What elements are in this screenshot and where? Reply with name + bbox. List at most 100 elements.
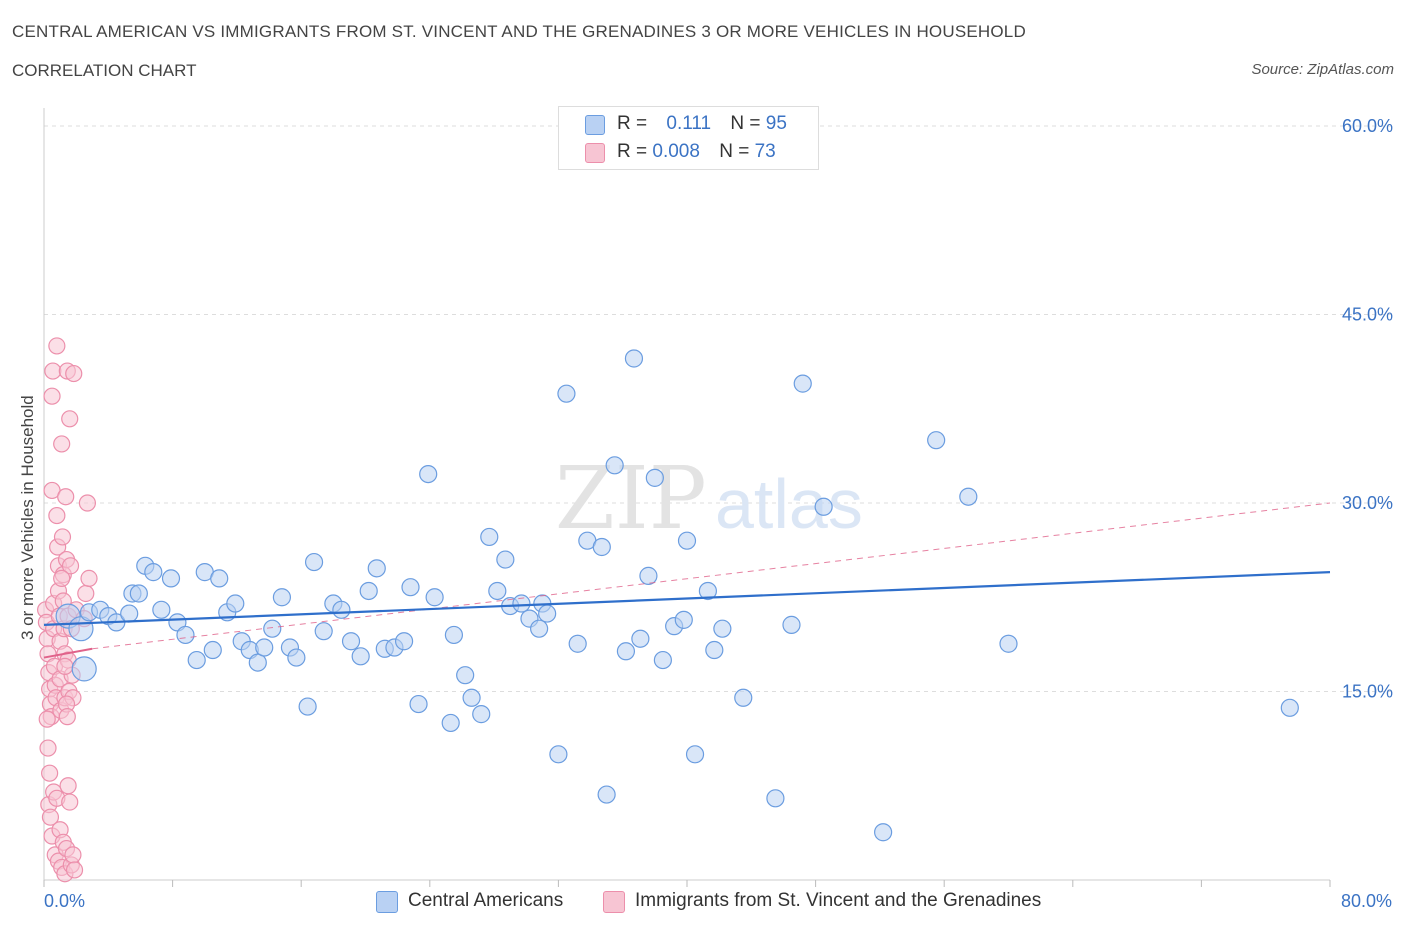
data-point-central-american [176, 625, 195, 645]
data-point-central-american [480, 527, 499, 547]
blue-swatch-icon [585, 115, 605, 135]
data-point-central-american [538, 604, 557, 623]
stats-legend: R = 0.111 N = 95 R = 0.008 N = 73 [558, 106, 819, 170]
data-point-central-american [394, 632, 414, 651]
data-point-central-american [631, 629, 650, 648]
r-label: R = [617, 113, 648, 134]
y-tick-label: 45.0% [1342, 305, 1393, 325]
legend-label: Immigrants from St. Vincent and the Gren… [635, 890, 1042, 911]
data-point-central-american [874, 823, 893, 842]
data-point-central-american [314, 622, 333, 641]
data-point-central-american [677, 531, 697, 550]
x-tick-label-max: 80.0% [1340, 891, 1392, 911]
watermark-atlas: atlas [715, 465, 863, 543]
data-point-central-american [226, 594, 245, 613]
data-point-central-american [814, 497, 833, 516]
data-point-st-vincent [48, 506, 66, 525]
data-point-st-vincent [59, 777, 77, 795]
data-point-central-american [496, 550, 515, 569]
y-tick-label: 60.0% [1342, 116, 1393, 136]
data-point-central-american [298, 697, 317, 716]
data-point-st-vincent [41, 764, 59, 782]
data-point-central-american [210, 569, 229, 588]
data-point-st-vincent [61, 557, 80, 575]
data-point-central-american [129, 584, 148, 603]
data-point-st-vincent [58, 708, 76, 726]
n-value: 95 [765, 113, 787, 134]
data-point-central-american [255, 638, 274, 657]
data-point-central-american [203, 640, 222, 660]
data-point-central-american [161, 569, 181, 588]
y-axis-label-wrap: 3 or more Vehicles in Household [18, 395, 37, 641]
data-point-st-vincent [61, 410, 79, 428]
y-tick-label: 30.0% [1342, 493, 1393, 513]
data-point-central-american [401, 578, 420, 597]
data-point-central-american [927, 431, 946, 450]
y-tick-labels: 15.0% 30.0% 45.0% 60.0% [1342, 116, 1393, 702]
legend-label: Central Americans [408, 890, 564, 911]
data-point-st-vincent [80, 569, 98, 588]
data-point-central-american [653, 650, 672, 670]
data-point-st-vincent [53, 435, 71, 453]
data-point-central-american [685, 745, 705, 764]
data-point-central-american [766, 789, 785, 808]
data-point-central-american [530, 619, 549, 638]
data-point-central-american [549, 745, 568, 764]
data-point-central-american [705, 640, 724, 660]
data-point-central-american [367, 559, 386, 578]
data-point-central-american [793, 374, 812, 393]
data-point-st-vincent [64, 846, 82, 864]
data-point-central-american [512, 594, 531, 613]
data-point-central-american [409, 694, 428, 714]
data-point-central-american [441, 713, 460, 733]
data-point-st-vincent [61, 793, 79, 811]
r-label: R = [617, 141, 648, 162]
pink-swatch-icon [585, 143, 605, 163]
data-point-central-american [959, 487, 978, 506]
series-blue-points [55, 142, 1299, 842]
watermark-zip: ZIP [555, 449, 707, 549]
pink-swatch-icon [603, 891, 625, 913]
grid-lines [44, 125, 1392, 692]
data-point-st-vincent [56, 657, 74, 675]
data-point-central-american [287, 648, 306, 667]
watermark: ZIP atlas [555, 449, 863, 549]
data-point-central-american [605, 456, 624, 475]
data-point-central-american [1280, 698, 1299, 717]
data-point-st-vincent [78, 494, 97, 512]
data-point-st-vincent [53, 569, 71, 588]
source-credit: Source: ZipAtlas.com [1251, 61, 1394, 78]
data-point-st-vincent [39, 739, 57, 757]
data-point-st-vincent [43, 387, 61, 405]
y-tick-label: 15.0% [1342, 682, 1393, 702]
data-point-central-american [734, 688, 753, 707]
data-point-central-american [713, 619, 732, 638]
data-point-central-american [999, 634, 1018, 653]
data-point-central-american [616, 642, 636, 661]
data-point-central-american [120, 604, 139, 623]
data-point-central-american [272, 588, 292, 607]
data-point-central-american [782, 615, 801, 634]
chart-subtitle: CORRELATION CHART [12, 61, 197, 80]
data-point-st-vincent [38, 710, 56, 728]
data-point-st-vincent [77, 584, 95, 603]
n-label: N = [730, 113, 761, 134]
data-point-st-vincent [65, 861, 84, 879]
y-axis-label: 3 or more Vehicles in Household [18, 395, 37, 640]
x-ticks [43, 880, 1331, 887]
data-point-central-american [359, 581, 378, 601]
data-point-central-american [152, 600, 171, 619]
data-point-central-american [645, 468, 664, 487]
data-point-st-vincent [41, 808, 60, 826]
data-point-central-american [187, 650, 206, 670]
data-point-central-american [144, 563, 163, 582]
trend-line-st-vincent-extension [92, 502, 1331, 650]
x-tick-label-min: 0.0% [44, 891, 86, 911]
data-point-central-american [462, 688, 481, 707]
r-value: 0.111 [666, 113, 712, 134]
blue-swatch-icon [376, 891, 398, 913]
data-point-central-american [248, 653, 267, 672]
data-point-central-american [456, 666, 475, 685]
trend-line-st-vincent [43, 647, 93, 659]
